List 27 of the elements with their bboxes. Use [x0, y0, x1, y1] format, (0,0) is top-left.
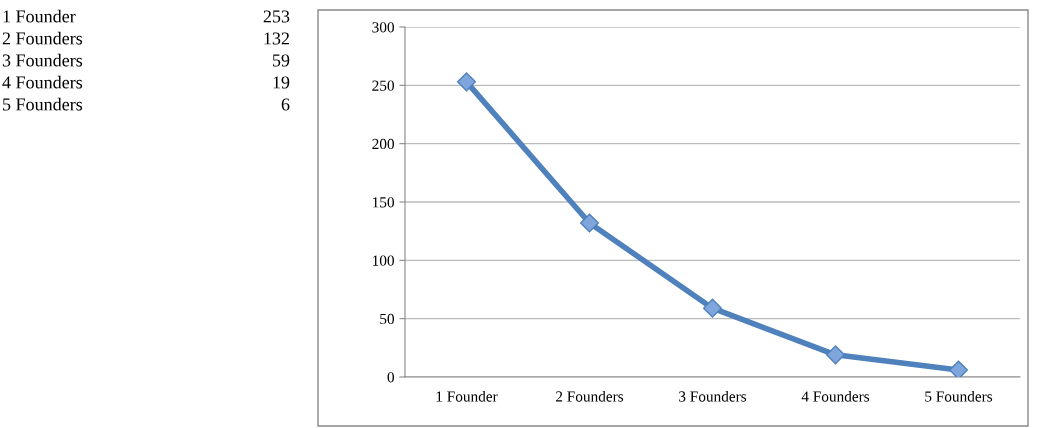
text: 2 Founders	[2, 31, 83, 45]
text: 59	[272, 54, 290, 67]
point	[456, 72, 477, 92]
y-tick-label: 100	[373, 255, 394, 266]
y-tick-label: 150	[373, 197, 394, 208]
y-tick-label: 0	[387, 372, 394, 383]
point	[825, 345, 846, 365]
y-tick-label: 50	[380, 313, 394, 325]
text: 19	[273, 76, 290, 89]
point	[702, 298, 723, 318]
x-tick-label: 3 Founders	[679, 390, 747, 402]
text: 3 Founders	[2, 53, 83, 67]
y-tick-label: 200	[372, 138, 394, 150]
text: 5 Founders	[3, 97, 83, 111]
text: 1 Founder	[3, 9, 76, 23]
point	[948, 360, 969, 377]
x-tick-label: 1 Founder	[436, 390, 498, 402]
x-tick-label: 2 Founders	[556, 390, 624, 402]
text: 253	[263, 10, 290, 23]
point	[579, 213, 600, 233]
text: 132	[264, 32, 289, 45]
y-tick-label: 300	[372, 22, 394, 33]
y-tick-label: 250	[372, 80, 394, 91]
x-tick-label: 5 Founders	[925, 390, 993, 402]
x-tick-label: 4 Founders	[801, 390, 870, 402]
text: 6	[281, 98, 290, 111]
text: 4 Founders	[2, 75, 83, 89]
